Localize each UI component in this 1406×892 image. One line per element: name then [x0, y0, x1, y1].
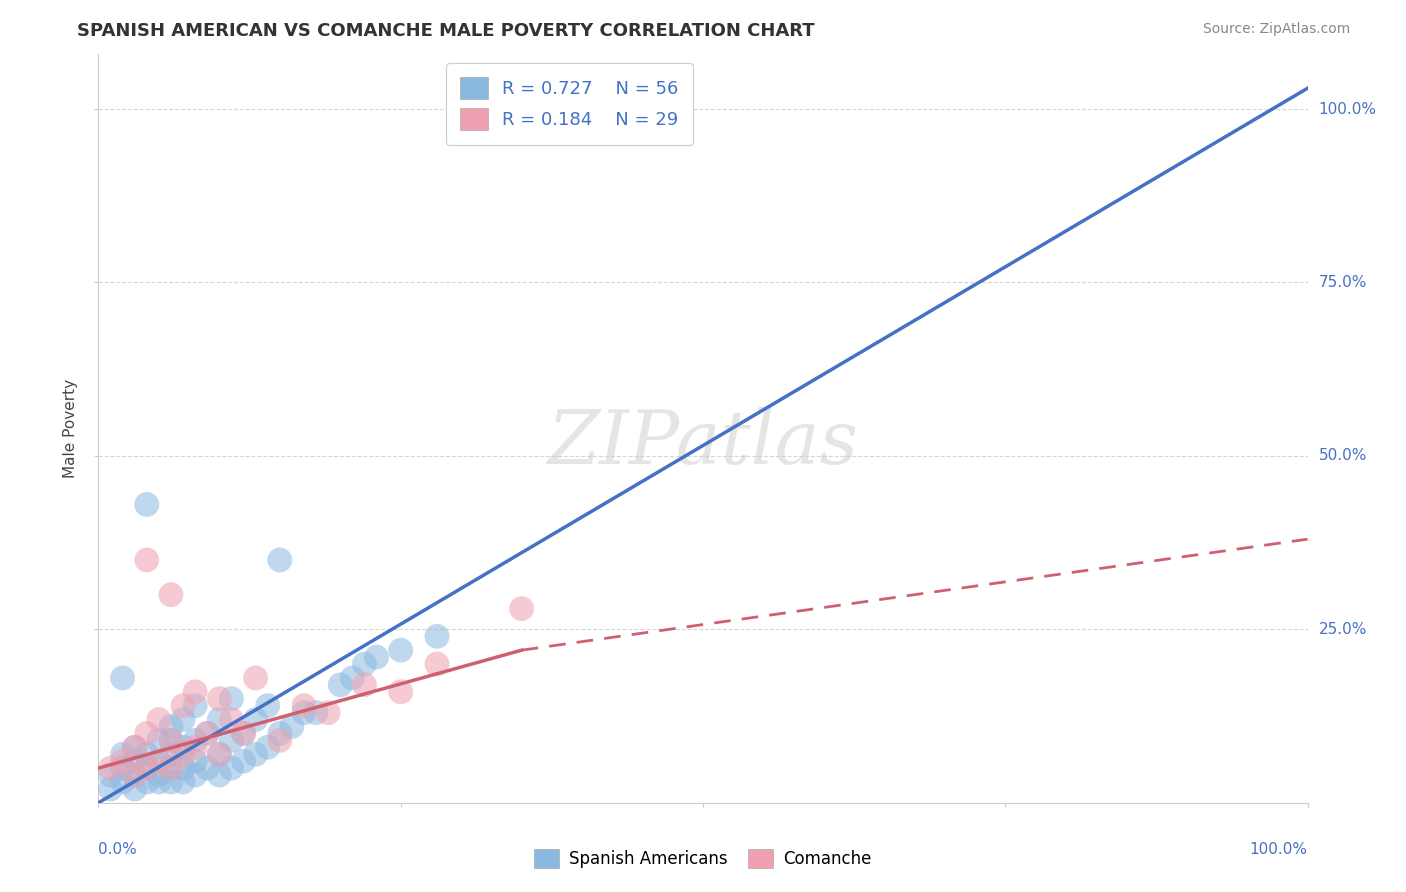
Point — [221, 691, 243, 706]
Point — [100, 761, 122, 775]
Text: 0.0%: 0.0% — [98, 842, 138, 856]
Point — [184, 733, 207, 747]
Point — [366, 650, 388, 665]
Point — [426, 657, 449, 671]
Text: 100.0%: 100.0% — [1319, 102, 1376, 117]
Point — [195, 761, 218, 775]
Point — [172, 761, 194, 775]
Point — [245, 713, 267, 727]
Point — [208, 768, 231, 782]
Point — [148, 733, 170, 747]
Point — [148, 754, 170, 768]
Point — [184, 754, 207, 768]
Point — [100, 781, 122, 796]
Point — [195, 726, 218, 740]
Point — [172, 698, 194, 713]
Point — [292, 706, 315, 720]
Point — [195, 726, 218, 740]
Point — [111, 754, 134, 768]
Point — [111, 747, 134, 762]
Point — [269, 726, 291, 740]
Point — [232, 726, 254, 740]
Point — [221, 713, 243, 727]
Point — [232, 726, 254, 740]
Point — [208, 713, 231, 727]
Legend: R = 0.727    N = 56, R = 0.184    N = 29: R = 0.727 N = 56, R = 0.184 N = 29 — [446, 62, 693, 145]
Point — [256, 740, 278, 755]
Text: 25.0%: 25.0% — [1319, 622, 1367, 637]
Point — [221, 733, 243, 747]
Point — [172, 775, 194, 789]
Point — [124, 740, 146, 755]
Point — [160, 747, 183, 762]
Text: Source: ZipAtlas.com: Source: ZipAtlas.com — [1202, 22, 1350, 37]
Point — [281, 719, 304, 733]
Point — [148, 775, 170, 789]
Point — [148, 713, 170, 727]
Legend: Spanish Americans, Comanche: Spanish Americans, Comanche — [527, 843, 879, 875]
Point — [245, 747, 267, 762]
Point — [148, 754, 170, 768]
Point — [160, 733, 183, 747]
Point — [305, 706, 328, 720]
Point — [208, 747, 231, 762]
Point — [510, 601, 533, 615]
Point — [389, 685, 412, 699]
Y-axis label: Male Poverty: Male Poverty — [63, 378, 79, 478]
Point — [148, 768, 170, 782]
Point — [135, 747, 157, 762]
Point — [329, 678, 352, 692]
Text: 100.0%: 100.0% — [1250, 842, 1308, 856]
Point — [353, 657, 375, 671]
Point — [124, 768, 146, 782]
Point — [160, 761, 183, 775]
Point — [135, 553, 157, 567]
Point — [160, 775, 183, 789]
Point — [160, 719, 183, 733]
Text: 75.0%: 75.0% — [1319, 275, 1367, 290]
Point — [124, 754, 146, 768]
Point — [172, 740, 194, 755]
Point — [256, 698, 278, 713]
Point — [221, 761, 243, 775]
Point — [184, 698, 207, 713]
Point — [232, 754, 254, 768]
Point — [208, 747, 231, 762]
Point — [184, 740, 207, 755]
Point — [160, 761, 183, 775]
Point — [135, 761, 157, 775]
Text: 50.0%: 50.0% — [1319, 449, 1367, 464]
Point — [172, 747, 194, 762]
Point — [100, 768, 122, 782]
Point — [353, 678, 375, 692]
Point — [111, 775, 134, 789]
Point — [184, 685, 207, 699]
Point — [160, 588, 183, 602]
Point — [124, 768, 146, 782]
Point — [135, 498, 157, 512]
Point — [135, 726, 157, 740]
Point — [184, 768, 207, 782]
Point — [135, 761, 157, 775]
Point — [389, 643, 412, 657]
Point — [124, 740, 146, 755]
Point — [111, 671, 134, 685]
Point — [316, 706, 339, 720]
Text: ZIPatlas: ZIPatlas — [547, 407, 859, 479]
Point — [269, 553, 291, 567]
Point — [245, 671, 267, 685]
Point — [172, 713, 194, 727]
Point — [124, 781, 146, 796]
Point — [160, 733, 183, 747]
Text: SPANISH AMERICAN VS COMANCHE MALE POVERTY CORRELATION CHART: SPANISH AMERICAN VS COMANCHE MALE POVERT… — [77, 22, 815, 40]
Point — [111, 761, 134, 775]
Point — [208, 691, 231, 706]
Point — [269, 733, 291, 747]
Point — [292, 698, 315, 713]
Point — [342, 671, 364, 685]
Point — [426, 629, 449, 643]
Point — [135, 775, 157, 789]
